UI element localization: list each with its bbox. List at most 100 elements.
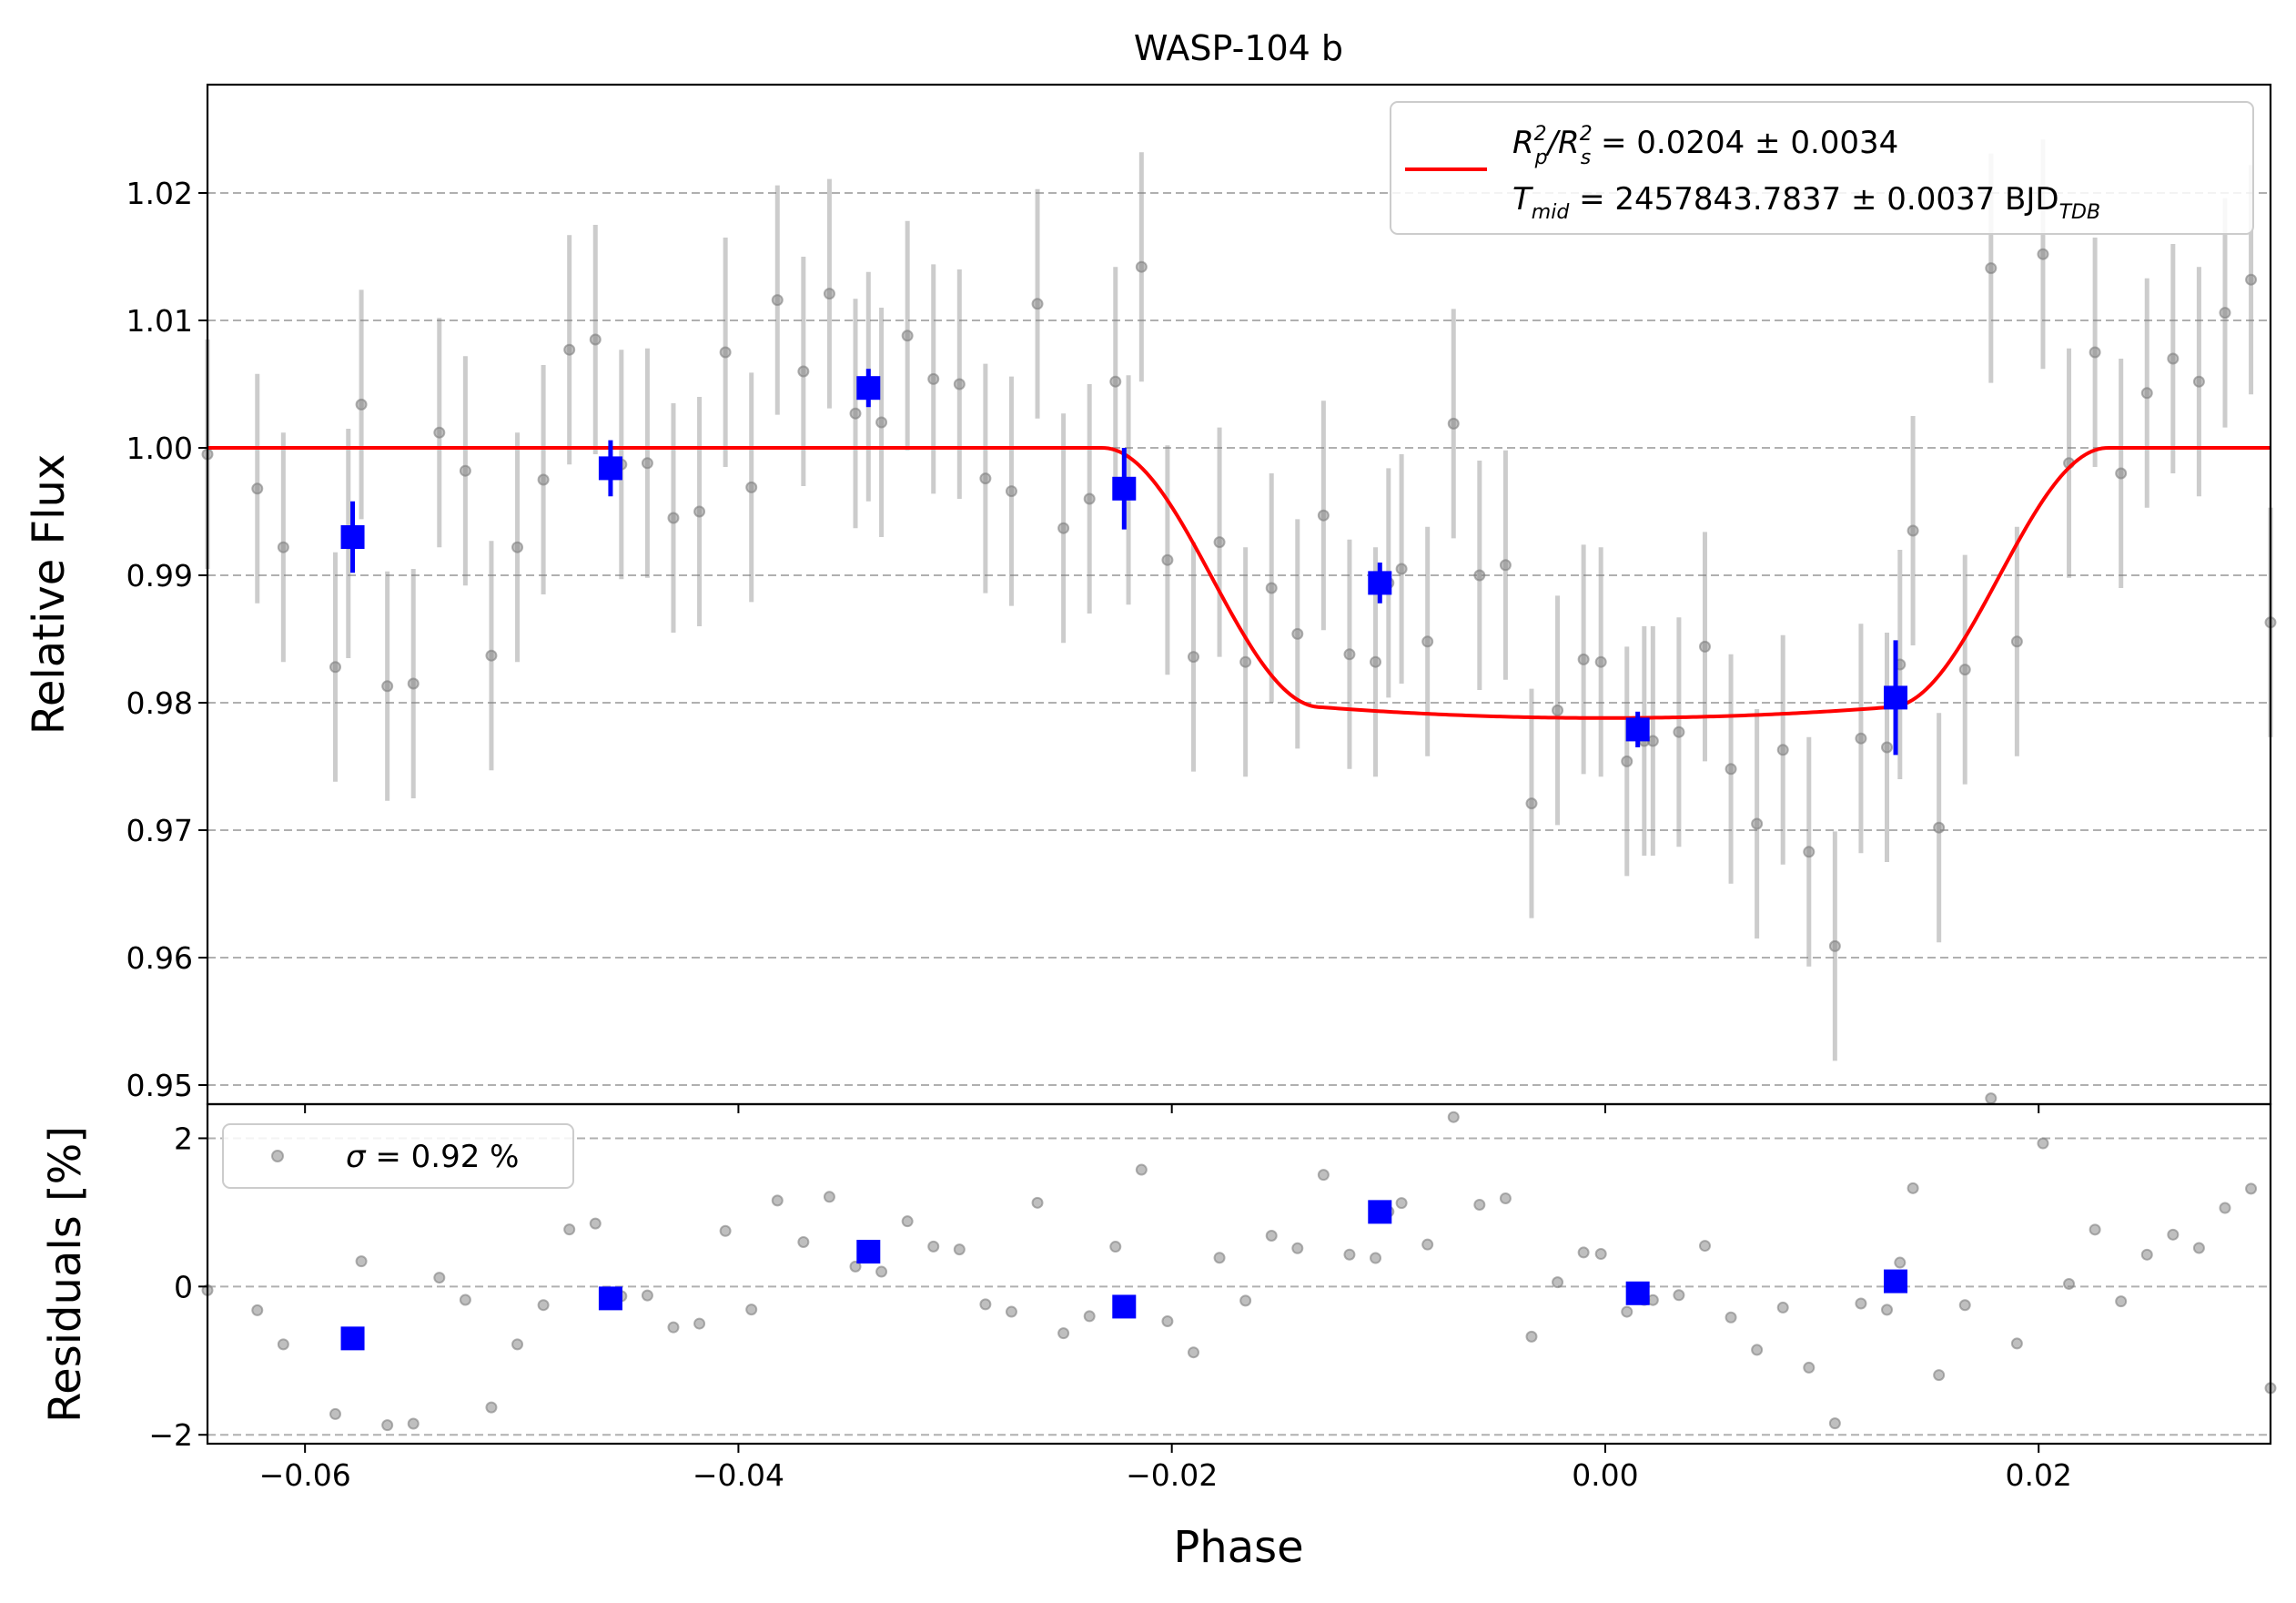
- residual-point: [1161, 1314, 1174, 1327]
- residual-point: [1291, 1242, 1304, 1254]
- raw-data-point: [901, 330, 914, 342]
- raw-data-point: [1552, 704, 1564, 716]
- raw-data-point: [849, 407, 862, 420]
- residual-point: [2245, 1182, 2258, 1195]
- raw-data-point: [537, 473, 550, 486]
- residual-point: [667, 1321, 680, 1334]
- residual-point: [1958, 1299, 1971, 1312]
- raw-data-point: [1499, 559, 1512, 572]
- residual-point: [1447, 1111, 1460, 1123]
- raw-data-point: [1317, 509, 1330, 522]
- raw-data-point: [1673, 725, 1685, 738]
- residual-point: [953, 1243, 966, 1256]
- residual-point: [381, 1419, 394, 1432]
- residual-point: [1083, 1310, 1096, 1323]
- residual-point: [251, 1304, 264, 1316]
- residual-point: [1828, 1417, 1841, 1430]
- main-y-axis-title: Relative Flux: [24, 454, 75, 736]
- binned-residual-point: [340, 1326, 365, 1351]
- residual-point: [1135, 1163, 1148, 1176]
- residual-point: [979, 1298, 992, 1311]
- raw-data-point: [1031, 298, 1044, 310]
- raw-data-point: [693, 505, 706, 518]
- raw-data-point: [1525, 797, 1538, 810]
- raw-data-point: [251, 482, 264, 495]
- raw-data-point: [381, 680, 394, 693]
- raw-data-point: [459, 464, 471, 477]
- raw-data-point: [2245, 273, 2258, 286]
- residual-point: [1594, 1248, 1607, 1261]
- residual-point: [2037, 1137, 2049, 1150]
- residual-point: [1109, 1241, 1122, 1253]
- residual-point: [1395, 1197, 1408, 1210]
- y-tick-label: 1.00: [126, 431, 193, 466]
- residual-y-axis-ticks: −2 0 2: [148, 1121, 207, 1453]
- residual-point: [1907, 1182, 1919, 1194]
- raw-data-point: [1109, 375, 1122, 388]
- binned-data-point: [1368, 571, 1392, 595]
- residual-point: [719, 1224, 732, 1237]
- raw-data-point: [1370, 655, 1382, 668]
- raw-data-point: [1725, 763, 1737, 776]
- residual-point: [2010, 1337, 2023, 1350]
- residual-point: [1343, 1248, 1356, 1261]
- y-tick-label: 1.02: [126, 176, 193, 211]
- residual-point: [1855, 1297, 1867, 1310]
- x-tick-label: 0.02: [2005, 1457, 2071, 1493]
- residual-y-axis-title: Residuals [%]: [40, 1126, 91, 1423]
- residual-point: [1525, 1330, 1538, 1343]
- y-tick-label: 0.97: [126, 813, 193, 848]
- raw-data-point: [1751, 817, 1764, 830]
- binned-data-point: [340, 525, 365, 549]
- x-tick-label: −0.02: [1126, 1457, 1218, 1493]
- residual-point: [1751, 1344, 1764, 1356]
- y-tick-label: 2: [174, 1121, 193, 1156]
- residual-point: [537, 1299, 550, 1312]
- binned-residual-point: [598, 1286, 622, 1311]
- residual-point: [1317, 1169, 1330, 1182]
- raw-data-point: [1343, 648, 1356, 661]
- residual-point: [2115, 1295, 2128, 1308]
- raw-data-point: [2219, 307, 2231, 320]
- main-legend-box: [1390, 101, 2254, 235]
- residual-point: [1265, 1230, 1278, 1243]
- raw-data-point: [485, 649, 498, 662]
- raw-data-point: [927, 372, 940, 385]
- binned-data-point: [1112, 476, 1137, 501]
- raw-data-point: [1803, 846, 1816, 858]
- residual-point: [1933, 1369, 1946, 1382]
- raw-data-point: [2010, 635, 2023, 648]
- binned-residual-point: [1884, 1269, 1908, 1294]
- raw-data-point: [823, 288, 835, 300]
- residual-point: [849, 1260, 862, 1273]
- residual-binned-points: [340, 1200, 1908, 1351]
- raw-data-point: [1594, 655, 1607, 668]
- residual-legend: σ = 0.92 %: [222, 1123, 574, 1189]
- main-legend: R2 p/R2 s = 0.0204 ± 0.0034 Tmid = 2457843…: [1390, 101, 2254, 235]
- residual-point: [2140, 1248, 2153, 1261]
- residual-point: [875, 1265, 888, 1278]
- y-tick-label: 0: [174, 1269, 193, 1304]
- y-tick-label: 0.96: [126, 940, 193, 976]
- raw-data-point: [719, 346, 732, 359]
- residual-point: [589, 1217, 602, 1230]
- residual-raw-points: [201, 1092, 2277, 1432]
- raw-data-point: [329, 661, 341, 674]
- legend-depth-label: R2 p/R2 s = 0.0204 ± 0.0034: [1512, 123, 1898, 169]
- main-raw-errorbars: [205, 139, 2273, 1061]
- residual-point: [511, 1338, 524, 1351]
- y-tick-label: 0.99: [126, 558, 193, 594]
- raw-data-point: [771, 294, 784, 307]
- residual-sigma-label: σ = 0.92 %: [346, 1139, 519, 1175]
- raw-data-point: [1958, 664, 1971, 676]
- raw-data-point: [1161, 553, 1174, 566]
- residual-point: [1213, 1252, 1226, 1264]
- raw-data-point: [2115, 467, 2128, 480]
- residual-point: [1881, 1304, 1894, 1316]
- residual-point: [927, 1240, 940, 1253]
- raw-data-point: [407, 677, 420, 690]
- raw-data-point: [745, 481, 758, 493]
- raw-data-point: [1621, 755, 1633, 767]
- raw-data-point: [1698, 640, 1711, 653]
